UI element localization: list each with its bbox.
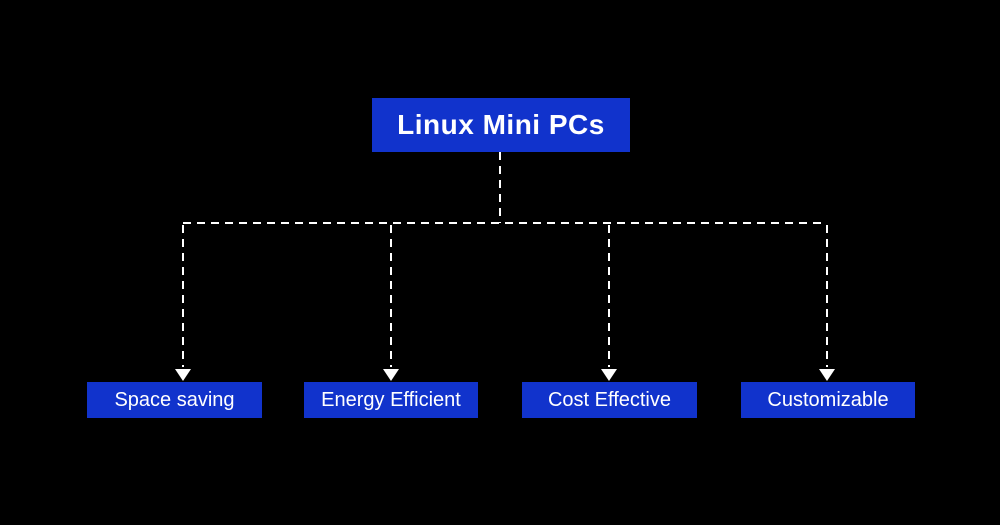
arrow-down-icon bbox=[383, 369, 399, 381]
node-cost-effective: Cost Effective bbox=[522, 382, 697, 418]
node-label: Customizable bbox=[767, 388, 889, 411]
arrow-down-icon bbox=[175, 369, 191, 381]
node-label: Space saving bbox=[114, 388, 235, 411]
arrow-down-icon bbox=[601, 369, 617, 381]
node-root: Linux Mini PCs bbox=[372, 98, 630, 152]
node-root-label: Linux Mini PCs bbox=[397, 109, 605, 140]
node-energy-efficient: Energy Efficient bbox=[304, 382, 478, 418]
arrow-down-icon bbox=[819, 369, 835, 381]
node-label: Cost Effective bbox=[547, 388, 672, 411]
node-label: Energy Efficient bbox=[321, 388, 461, 411]
node-customizable: Customizable bbox=[741, 382, 915, 418]
node-space-saving: Space saving bbox=[87, 382, 262, 418]
